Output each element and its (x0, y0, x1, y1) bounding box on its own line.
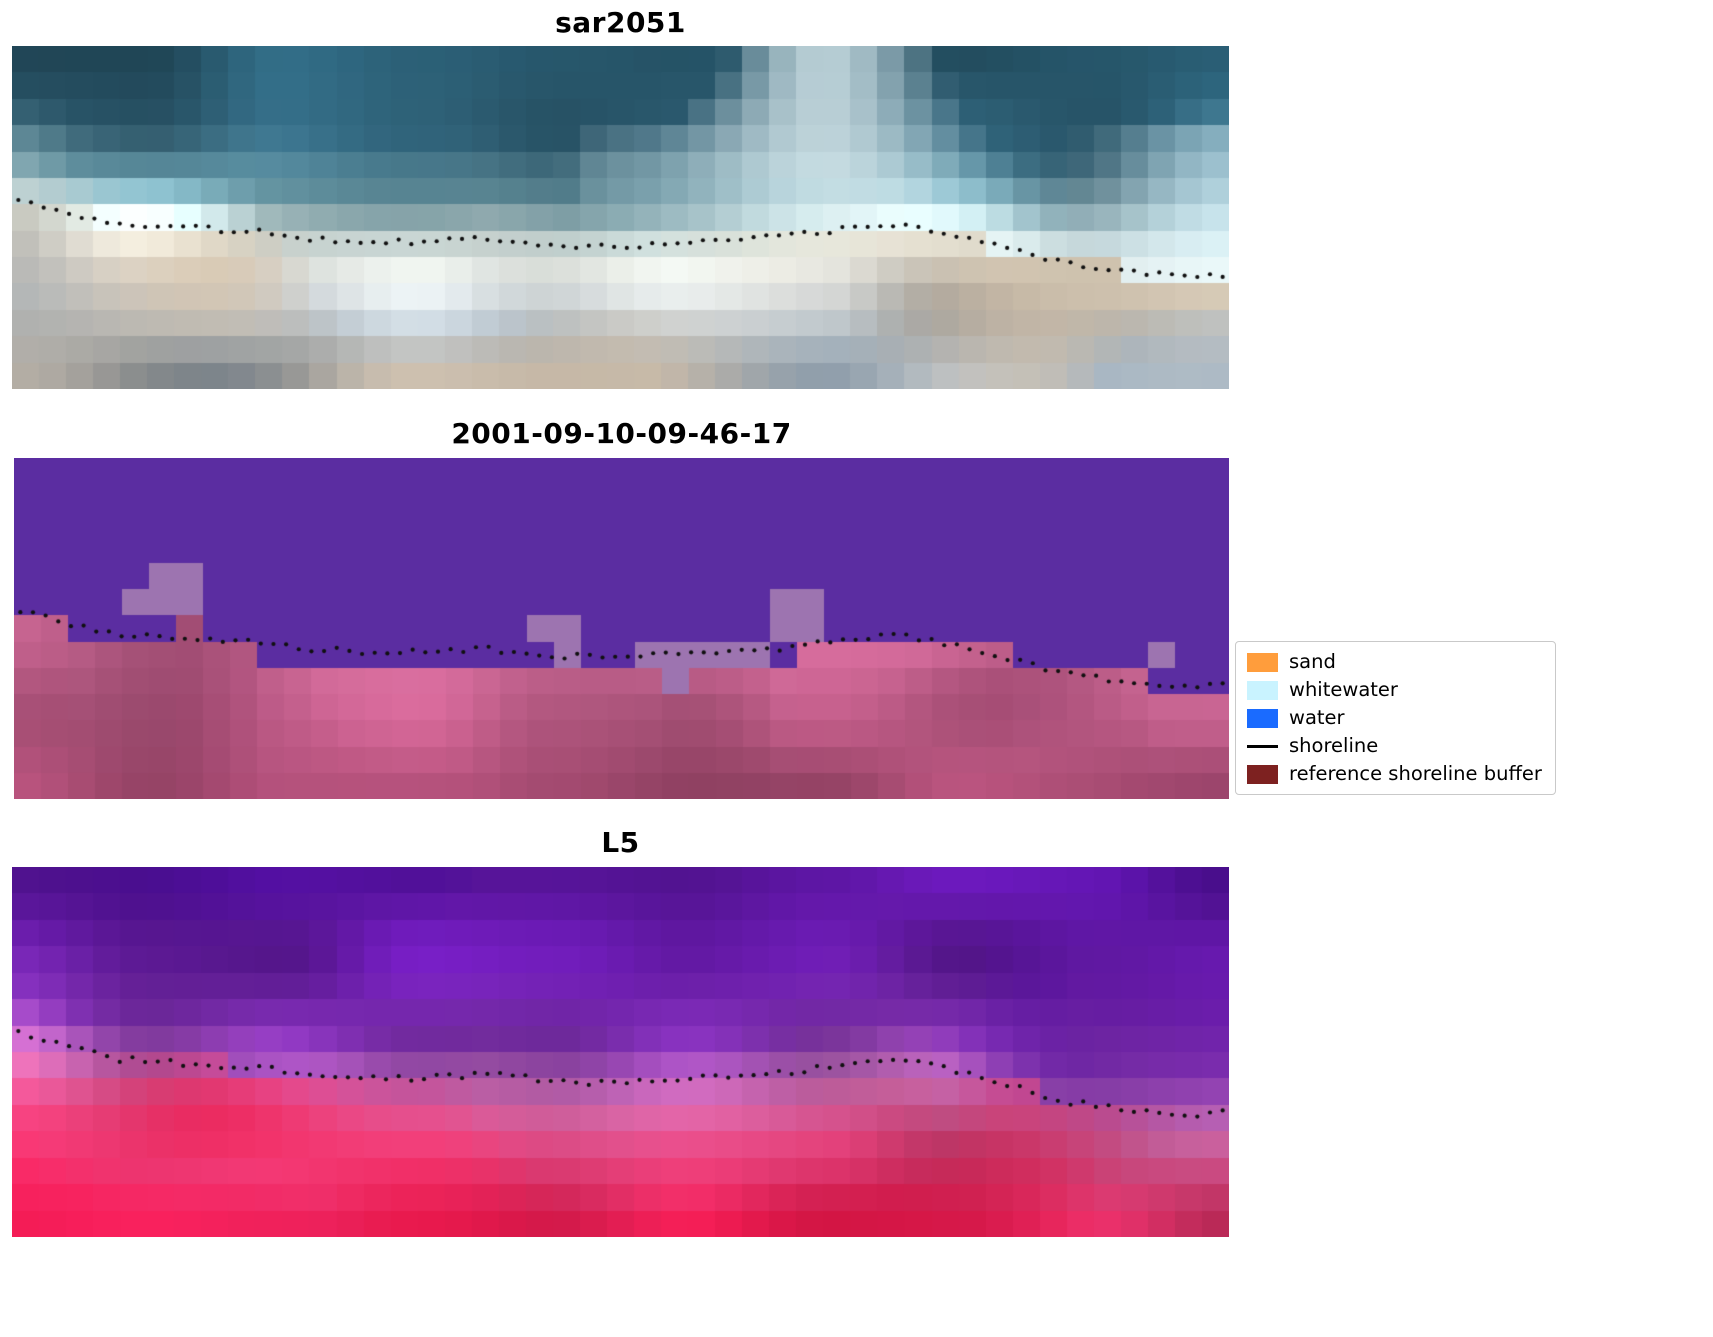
panel-title-l5: L5 (601, 826, 640, 859)
legend-item-sand: sand (1247, 651, 1544, 673)
panel-title-classified: 2001-09-10-09-46-17 (451, 417, 792, 450)
legend-label-reference-buffer: reference shoreline buffer (1289, 762, 1542, 785)
legend-label-sand: sand (1289, 650, 1336, 673)
legend-label-shoreline: shoreline (1289, 734, 1379, 757)
legend-swatch-whitewater (1247, 680, 1278, 700)
panel-title-sar2051: sar2051 (555, 6, 686, 39)
legend-swatch-water (1247, 708, 1278, 728)
legend-item-reference-buffer: reference shoreline buffer (1247, 763, 1544, 785)
panel-image-classified (14, 458, 1229, 799)
legend-item-shoreline: shoreline (1247, 735, 1544, 757)
panel-image-sar2051 (12, 46, 1229, 389)
legend-swatch-sand (1247, 652, 1278, 672)
panel-image-l5 (12, 867, 1229, 1237)
legend-swatch-buffer (1247, 764, 1278, 784)
legend-label-water: water (1289, 706, 1345, 729)
legend-item-whitewater: whitewater (1247, 679, 1544, 701)
legend-item-water: water (1247, 707, 1544, 729)
legend-label-whitewater: whitewater (1289, 678, 1398, 701)
legend-swatch-shoreline (1247, 744, 1278, 748)
legend: sand whitewater water shoreline referenc… (1235, 641, 1556, 795)
